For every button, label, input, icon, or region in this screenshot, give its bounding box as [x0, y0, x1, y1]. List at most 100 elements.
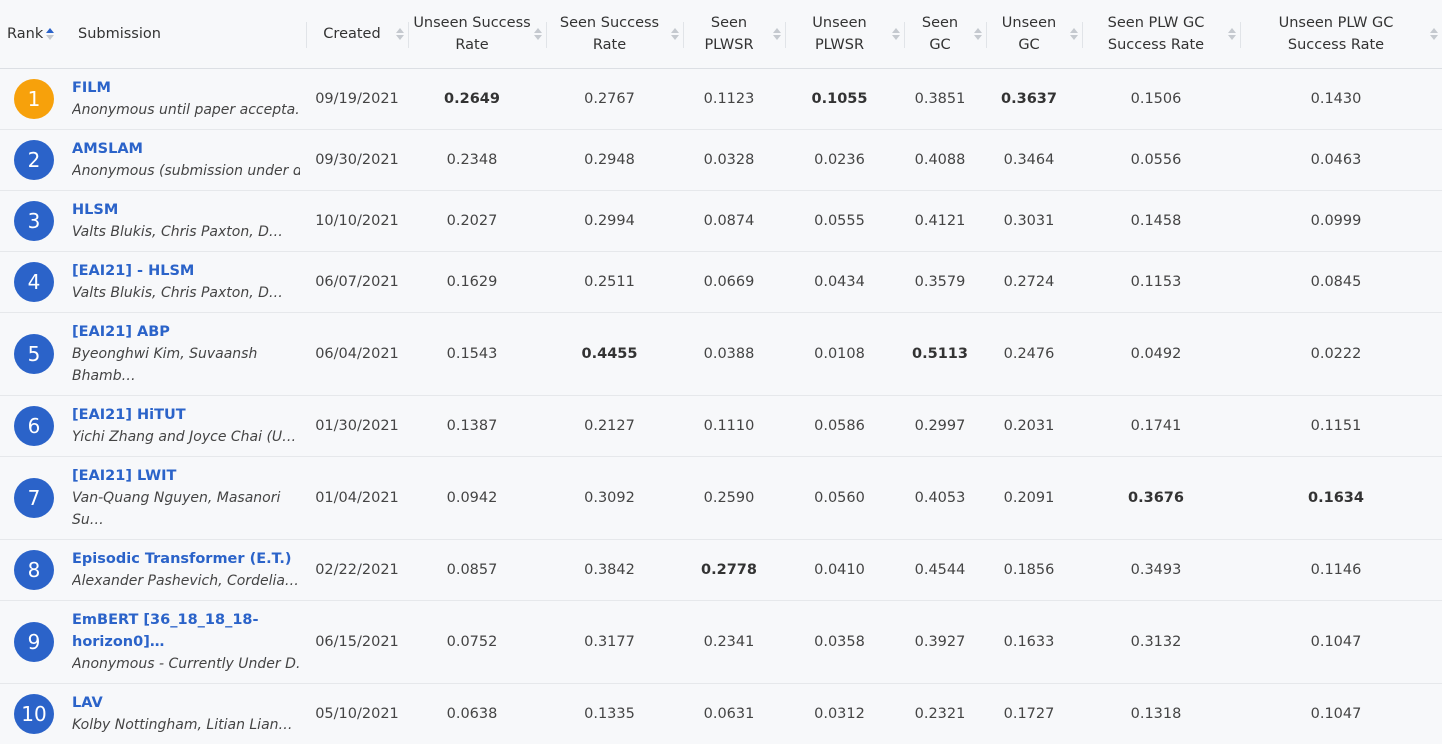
table-row[interactable]: 8 Episodic Transformer (E.T.) Alexander Pa…	[0, 539, 1442, 601]
metric-cell: 0.2767	[546, 68, 683, 130]
sort-icon[interactable]	[892, 27, 900, 41]
submission-title-link[interactable]: FILM	[72, 79, 111, 96]
sort-icon[interactable]	[46, 27, 55, 41]
metric-cell: 0.2476	[986, 312, 1082, 396]
sort-icon[interactable]	[1430, 27, 1438, 41]
submission-title-link[interactable]: [EAI21] - HLSM	[72, 262, 195, 279]
sort-up-icon	[974, 27, 982, 33]
submission-title-link[interactable]: horizon0]…	[72, 633, 165, 650]
submission-authors: Byeonghwi Kim, Suvaansh	[72, 345, 258, 362]
table-row[interactable]: 7 [EAI21] LWIT Van-Quang Nguyen, Masanori S…	[0, 456, 1442, 540]
column-header-unseen-plwsr[interactable]: Unseen PLWSR	[785, 0, 904, 69]
metric-cell: 0.2091	[986, 456, 1082, 540]
metric-cell: 0.2031	[986, 395, 1082, 457]
submission-cell: [EAI21] LWIT Van-Quang Nguyen, Masanori Su…	[70, 456, 306, 540]
column-header-label: Unseen Success	[413, 14, 531, 31]
created-cell: 09/19/2021	[306, 68, 408, 130]
metric-cell: 0.1146	[1240, 539, 1442, 601]
metric-cell: 0.0874	[683, 190, 785, 252]
column-header-unseen-gc[interactable]: Unseen GC	[986, 0, 1082, 69]
sort-icon[interactable]	[534, 27, 542, 41]
metric-cell: 0.2321	[904, 683, 986, 744]
submission-cell: [EAI21] ABP Byeonghwi Kim, Suvaansh Bhamb…	[70, 312, 306, 396]
submission-title-link[interactable]: EmBERT [36_18_18_18-	[72, 611, 259, 628]
column-header-rank[interactable]: Rank	[0, 0, 70, 69]
metric-cell: 0.0434	[785, 251, 904, 313]
column-header-seen-plw-gc[interactable]: Seen PLW GC Success Rate	[1082, 0, 1240, 69]
rank-cell: 4	[0, 251, 70, 313]
header-row: Rank Submission Created Unseen Success Rate S…	[0, 0, 1442, 69]
column-header-submission[interactable]: Submission	[70, 0, 306, 69]
rank-badge: 6	[14, 405, 54, 446]
sort-icon[interactable]	[671, 27, 679, 41]
submission-cell: LAV Kolby Nottingham, Litian Lian…	[70, 683, 306, 744]
submission-title-link[interactable]: Episodic Transformer (E.T.)	[72, 550, 292, 567]
submission-authors: Su…	[72, 511, 104, 528]
metric-cell: 0.0108	[785, 312, 904, 396]
table-row[interactable]: 1 FILM Anonymous until paper accepta… 09/19…	[0, 68, 1442, 130]
metric-cell: 0.3851	[904, 68, 986, 130]
created-cell: 06/15/2021	[306, 600, 408, 684]
column-header-label: Unseen	[1001, 14, 1057, 31]
metric-cell: 0.0555	[785, 190, 904, 252]
submission-title-link[interactable]: [EAI21] LWIT	[72, 467, 177, 484]
sort-down-icon	[671, 34, 679, 40]
metric-cell: 0.3927	[904, 600, 986, 684]
sort-icon[interactable]	[773, 27, 781, 41]
submission-title-link[interactable]: AMSLAM	[72, 140, 143, 157]
submission-cell: FILM Anonymous until paper accepta…	[70, 68, 306, 130]
table-row[interactable]: 2 AMSLAM Anonymous (submission under d… 09/…	[0, 129, 1442, 191]
column-header-unseen-success[interactable]: Unseen Success Rate	[408, 0, 546, 69]
metric-cell: 0.1629	[408, 251, 546, 313]
rank-badge: 5	[14, 333, 54, 374]
metric-cell: 0.0312	[785, 683, 904, 744]
sort-icon[interactable]	[396, 27, 404, 41]
sort-up-icon	[892, 27, 900, 33]
rank-badge: 4	[14, 261, 54, 302]
sort-icon[interactable]	[1070, 27, 1078, 41]
table-row[interactable]: 3 HLSM Valts Blukis, Chris Paxton, D… 10/10…	[0, 190, 1442, 252]
sort-down-icon	[396, 34, 404, 40]
metric-cell: 0.1110	[683, 395, 785, 457]
metric-cell: 0.1856	[986, 539, 1082, 601]
submission-title-link[interactable]: [EAI21] ABP	[72, 323, 170, 340]
submission-title-link[interactable]: [EAI21] HiTUT	[72, 406, 186, 423]
metric-cell: 0.1741	[1082, 395, 1240, 457]
metric-cell: 0.2127	[546, 395, 683, 457]
metric-cell: 0.1634	[1240, 456, 1442, 540]
column-header-seen-plwsr[interactable]: Seen PLWSR	[683, 0, 785, 69]
metric-cell: 0.0556	[1082, 129, 1240, 191]
metric-cell: 0.1458	[1082, 190, 1240, 252]
sort-icon[interactable]	[1228, 27, 1236, 41]
metric-cell: 0.1543	[408, 312, 546, 396]
column-header-seen-gc[interactable]: Seen GC	[904, 0, 986, 69]
metric-cell: 0.0845	[1240, 251, 1442, 313]
table-row[interactable]: 6 [EAI21] HiTUT Yichi Zhang and Joyce Chai…	[0, 395, 1442, 457]
submission-title-link[interactable]: HLSM	[72, 201, 119, 218]
column-header-unseen-plw-gc[interactable]: Unseen PLW GC Success Rate	[1240, 0, 1442, 69]
metric-cell: 0.1727	[986, 683, 1082, 744]
metric-cell: 0.1387	[408, 395, 546, 457]
metric-cell: 0.1047	[1240, 600, 1442, 684]
rank-badge: 8	[14, 549, 54, 590]
submission-title-link[interactable]: LAV	[72, 694, 103, 711]
rank-badge: 10	[14, 693, 54, 734]
submission-authors: Alexander Pashevich, Cordelia…	[72, 572, 299, 589]
column-header-seen-success[interactable]: Seen Success Rate	[546, 0, 683, 69]
table-row[interactable]: 4 [EAI21] - HLSM Valts Blukis, Chris Paxto…	[0, 251, 1442, 313]
metric-cell: 0.3637	[986, 68, 1082, 130]
rank-cell: 2	[0, 129, 70, 191]
table-row[interactable]: 10 LAV Kolby Nottingham, Litian Lian… 05/10…	[0, 683, 1442, 744]
sort-up-icon	[1070, 27, 1078, 33]
sort-down-icon	[1228, 34, 1236, 40]
table-row[interactable]: 5 [EAI21] ABP Byeonghwi Kim, Suvaansh Bhamb…	[0, 312, 1442, 396]
metric-cell: 0.3493	[1082, 539, 1240, 601]
metric-cell: 0.2027	[408, 190, 546, 252]
rank-badge: 2	[14, 139, 54, 180]
metric-cell: 0.0222	[1240, 312, 1442, 396]
column-header-created[interactable]: Created	[306, 0, 408, 69]
sort-icon[interactable]	[974, 27, 982, 41]
column-header-label: Success Rate	[1107, 36, 1205, 53]
table-row[interactable]: 9 EmBERT [36_18_18_18- horizon0]… Anonymous…	[0, 600, 1442, 684]
column-header-label: Rank	[7, 25, 44, 42]
